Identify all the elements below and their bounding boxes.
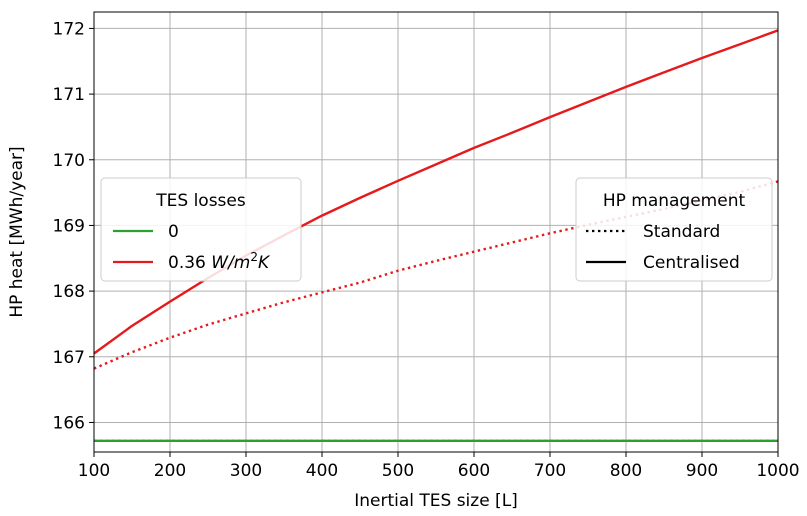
legend-hp-entry-1-label: Centralised <box>643 253 740 273</box>
legend-hp-management: HP management Standard Centralised <box>575 177 773 282</box>
x-tick-label: 400 <box>306 461 338 481</box>
x-tick-label: 1000 <box>756 461 799 481</box>
x-tick-label: 200 <box>154 461 186 481</box>
x-tick-label: 800 <box>610 461 642 481</box>
legend-label-prefix: 0.36 <box>168 253 211 273</box>
x-tick-label: 300 <box>230 461 262 481</box>
legend-tes-losses-title: TES losses <box>155 191 246 211</box>
y-tick-label: 172 <box>53 19 85 39</box>
legend-label-unit-k: K <box>258 253 271 273</box>
legend-tes-entry-0-label: 0 <box>168 222 179 242</box>
tick-layer: 100 200 300 400 500 600 700 800 900 1000 166 167 168… <box>53 19 800 481</box>
legend-hp-management-title: HP management <box>603 191 746 211</box>
x-tick-label: 100 <box>78 461 110 481</box>
legend-tes-losses: TES losses 0 0.36 W/m2K <box>100 177 302 282</box>
x-tick-label: 900 <box>686 461 718 481</box>
x-tick-label: 600 <box>458 461 490 481</box>
y-axis-label: HP heat [MWh/year] <box>7 146 27 317</box>
y-tick-label: 169 <box>53 216 85 236</box>
legend-label-unit-sup: 2 <box>250 250 258 264</box>
y-tick-label: 168 <box>53 282 85 302</box>
x-axis-label: Inertial TES size [L] <box>354 491 518 511</box>
legend-tes-entry-1-label: 0.36 W/m2K <box>168 250 271 273</box>
x-tick-label: 700 <box>534 461 566 481</box>
y-tick-label: 171 <box>53 85 85 105</box>
plot-area-frame <box>93 11 779 453</box>
legend-label-unit-w: W <box>211 253 229 273</box>
y-tick-label: 170 <box>53 151 85 171</box>
legend-hp-entry-0-label: Standard <box>643 222 720 242</box>
y-tick-label: 167 <box>53 348 85 368</box>
series-line-2 <box>93 180 779 370</box>
legend-label-unit-m: /m <box>226 253 250 273</box>
x-tick-label: 500 <box>382 461 414 481</box>
y-tick-label: 166 <box>53 413 85 433</box>
